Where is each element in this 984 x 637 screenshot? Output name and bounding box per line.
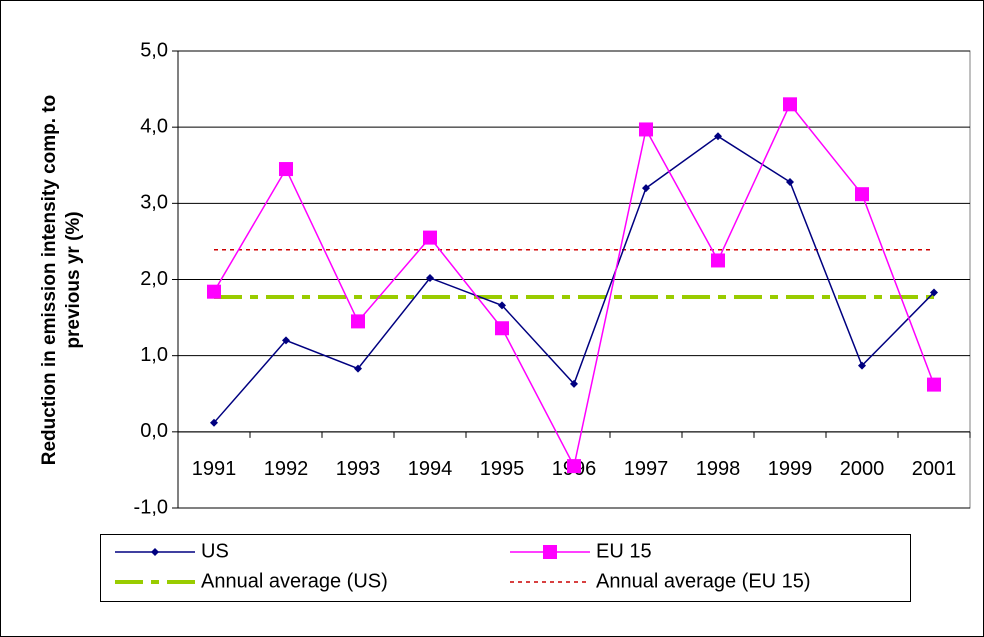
data-point (210, 418, 218, 427)
y-tick-label: 1,0 (140, 344, 168, 366)
legend-marker (543, 545, 557, 559)
data-point (498, 301, 506, 310)
data-point (642, 184, 650, 193)
y-axis-title: previous yr (%) (63, 211, 84, 348)
data-point (786, 178, 794, 187)
data-point (855, 187, 869, 202)
legend-label: Annual average (EU 15) (596, 570, 811, 592)
x-tick-label: 1998 (696, 458, 741, 480)
data-point (354, 364, 362, 373)
data-point (570, 379, 578, 388)
data-point (423, 230, 437, 245)
y-tick-label: 4,0 (140, 115, 168, 137)
data-point (858, 361, 866, 370)
x-tick-label: 1991 (192, 458, 237, 480)
y-axis-title: Reduction in emission intensity comp. to (39, 95, 60, 466)
data-point (639, 122, 653, 137)
data-point (282, 336, 290, 345)
legend-label: EU 15 (596, 540, 652, 562)
x-tick-label: 1995 (480, 458, 525, 480)
x-tick-label: 1997 (624, 458, 669, 480)
y-tick-label: 3,0 (140, 192, 168, 214)
x-tick-label: 1992 (264, 458, 309, 480)
data-point (714, 132, 722, 141)
data-point (351, 314, 365, 329)
legend-marker (151, 548, 159, 556)
data-point (207, 284, 221, 299)
legend-label: US (201, 540, 229, 562)
data-point (783, 97, 797, 112)
y-tick-label: -1,0 (134, 496, 168, 518)
y-tick-label: 5,0 (140, 39, 168, 61)
x-tick-label: 2001 (912, 458, 957, 480)
x-tick-label: 1999 (768, 458, 813, 480)
data-point (930, 288, 938, 297)
data-point (927, 377, 941, 392)
data-point (711, 253, 725, 268)
data-point (495, 321, 509, 336)
x-tick-label: 1994 (408, 458, 453, 480)
y-tick-label: 2,0 (140, 268, 168, 290)
legend-box (100, 534, 911, 602)
x-tick-label: 2000 (840, 458, 885, 480)
data-point (426, 273, 434, 282)
y-tick-label: 0,0 (140, 420, 168, 442)
x-tick-label: 1993 (336, 458, 381, 480)
data-point (567, 459, 581, 474)
data-point (279, 162, 293, 177)
legend-label: Annual average (US) (201, 570, 388, 592)
